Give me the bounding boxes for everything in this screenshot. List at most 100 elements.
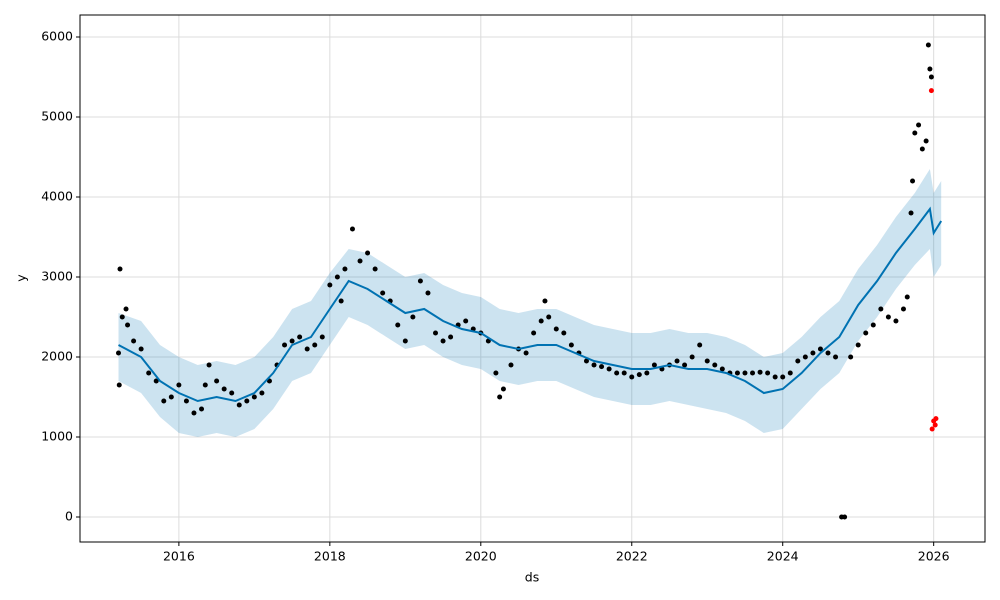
observed-point [357, 258, 363, 264]
observed-point [131, 338, 137, 344]
observed-point [910, 178, 916, 184]
observed-point [463, 318, 469, 324]
observed-point [599, 364, 605, 370]
observed-point [870, 322, 876, 328]
observed-point [531, 330, 537, 336]
observed-point [904, 294, 910, 300]
y-tick-label: 4000 [41, 189, 73, 204]
x-axis-label: ds [525, 570, 539, 585]
observed-point [119, 314, 125, 320]
observed-point [199, 406, 205, 412]
observed-point [750, 370, 756, 376]
observed-point [900, 306, 906, 312]
observed-point [349, 226, 355, 232]
observed-point [614, 370, 620, 376]
observed-point [176, 382, 182, 388]
observed-point [168, 394, 174, 400]
observed-point [319, 334, 325, 340]
observed-point [893, 318, 899, 324]
observed-point [682, 362, 688, 368]
observed-point [410, 314, 416, 320]
observed-point [115, 350, 121, 356]
observed-point [116, 382, 122, 388]
plot-frame [79, 14, 986, 543]
observed-point [123, 306, 129, 312]
outlier-point [928, 88, 934, 94]
observed-point [433, 330, 439, 336]
observed-point [795, 358, 801, 364]
observed-point [312, 342, 318, 348]
observed-point [500, 386, 506, 392]
observed-point [927, 66, 933, 72]
x-tick-label: 2024 [767, 549, 799, 564]
observed-point [202, 382, 208, 388]
outlier-point [933, 416, 939, 422]
observed-point [704, 358, 710, 364]
observed-point [125, 322, 131, 328]
observed-point [855, 342, 861, 348]
observed-point [772, 374, 778, 380]
uncertainty-band [118, 169, 942, 437]
observed-point [236, 402, 242, 408]
observed-point [493, 370, 499, 376]
x-tick-label: 2018 [314, 549, 346, 564]
observed-point [206, 362, 212, 368]
observed-point [191, 410, 197, 416]
observed-point [923, 138, 929, 144]
observed-point [289, 338, 295, 344]
observed-point [508, 362, 514, 368]
observed-point [848, 354, 854, 360]
observed-point [928, 74, 934, 80]
observed-point [146, 370, 152, 376]
observed-point [259, 390, 265, 396]
observed-point [644, 370, 650, 376]
outlier-point [932, 422, 938, 428]
observed-point [542, 298, 548, 304]
observed-point [497, 394, 503, 400]
observed-point [334, 274, 340, 280]
observed-point [183, 398, 189, 404]
y-axis-label: y [14, 274, 29, 282]
observed-point [636, 372, 642, 378]
observed-point [229, 390, 235, 396]
observed-point [425, 290, 431, 296]
observed-point [440, 338, 446, 344]
observed-point [538, 318, 544, 324]
observed-point [251, 394, 257, 400]
outlier-point [929, 426, 935, 432]
observed-point [448, 334, 454, 340]
observed-point [757, 369, 763, 375]
observed-point [833, 354, 839, 360]
observed-point [214, 378, 220, 384]
y-tick-label: 2000 [41, 349, 73, 364]
observed-point [221, 386, 227, 392]
observed-point [825, 350, 831, 356]
observed-point [863, 330, 869, 336]
y-tick-label: 5000 [41, 109, 73, 124]
observed-point [787, 370, 793, 376]
observed-point [742, 370, 748, 376]
observed-point [908, 210, 914, 216]
observed-point [338, 298, 344, 304]
observed-point [765, 370, 771, 376]
observed-point [842, 514, 848, 520]
observed-point [327, 282, 333, 288]
x-tick-label: 2020 [465, 549, 497, 564]
observed-point [802, 354, 808, 360]
x-tick-label: 2022 [616, 549, 648, 564]
observed-point [719, 366, 725, 372]
observed-point [153, 378, 159, 384]
observed-point [916, 122, 922, 128]
observed-point [395, 322, 401, 328]
observed-point [621, 370, 627, 376]
observed-point [342, 266, 348, 272]
observed-point [734, 370, 740, 376]
observed-point [380, 290, 386, 296]
observed-point [591, 362, 597, 368]
observed-point [606, 366, 612, 372]
observed-point [810, 350, 816, 356]
observed-point [523, 350, 529, 356]
y-tick-label: 0 [65, 509, 73, 524]
observed-point [417, 278, 423, 284]
